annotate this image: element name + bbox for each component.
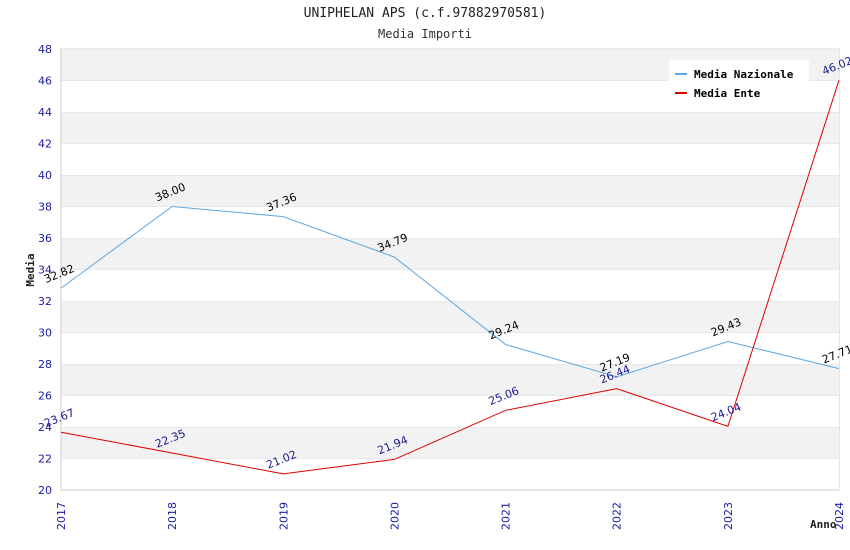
- y-tick-label: 20: [38, 484, 52, 497]
- x-tick-label: 2019: [277, 502, 290, 530]
- y-tick-label: 34: [38, 264, 52, 277]
- x-tick-label: 2023: [722, 502, 735, 530]
- x-tick-label: 2017: [55, 502, 68, 530]
- grid-band: [61, 269, 839, 301]
- y-tick-label: 36: [38, 232, 52, 245]
- x-tick-label: 2022: [611, 502, 624, 530]
- y-tick-label: 22: [38, 453, 52, 466]
- legend-entry: Media Nazionale: [694, 68, 794, 81]
- legend-box: [669, 60, 809, 102]
- grid-band: [61, 364, 839, 396]
- y-tick-label: 40: [38, 169, 52, 182]
- grid-band: [61, 112, 839, 144]
- x-tick-label: 2024: [833, 502, 846, 530]
- y-tick-label: 24: [38, 421, 52, 434]
- grid-band: [61, 238, 839, 270]
- legend: Media Nazionale Media Ente: [669, 60, 809, 102]
- y-tick-label: 28: [38, 358, 52, 371]
- series-line-1: [60, 80, 840, 475]
- y-tick-label: 42: [38, 138, 52, 151]
- grid-band: [61, 332, 839, 364]
- series-lines: [60, 80, 840, 475]
- y-tick-label: 46: [38, 75, 52, 88]
- x-axis-ticks: 2017 2018 2019 2020 2021 2022 2023 2024: [55, 502, 846, 530]
- x-tick-label: 2018: [166, 502, 179, 530]
- series-line-0: [60, 205, 840, 378]
- x-axis-label: Anno: [810, 518, 837, 531]
- grid-band: [61, 301, 839, 333]
- y-tick-label: 48: [38, 43, 52, 56]
- x-tick-label: 2021: [500, 502, 513, 530]
- grid-bands: [60, 48, 840, 491]
- chart-subtitle: Media Importi: [378, 27, 472, 41]
- grid-band: [61, 206, 839, 238]
- grid-band: [61, 458, 839, 490]
- legend-entry: Media Ente: [694, 87, 761, 100]
- y-tick-label: 26: [38, 390, 52, 403]
- y-axis-ticks: 20 22 24 26 28 30 32 34 36 38 40 42 44 46 48: [38, 43, 52, 497]
- y-tick-label: 44: [38, 106, 52, 119]
- grid-band: [61, 395, 839, 427]
- grid-band: [61, 143, 839, 175]
- y-axis-label: Media: [24, 253, 37, 286]
- grid-band: [61, 175, 839, 207]
- chart-title: UNIPHELAN APS (c.f.97882970581): [303, 6, 547, 21]
- y-tick-label: 32: [38, 295, 52, 308]
- x-tick-label: 2020: [388, 502, 401, 530]
- grid-band: [61, 427, 839, 459]
- y-tick-label: 30: [38, 327, 52, 340]
- y-tick-label: 38: [38, 201, 52, 214]
